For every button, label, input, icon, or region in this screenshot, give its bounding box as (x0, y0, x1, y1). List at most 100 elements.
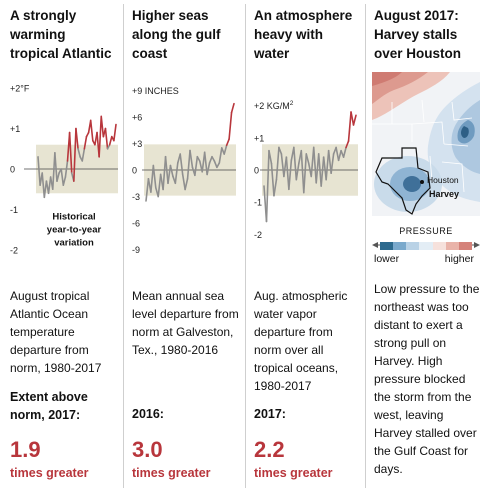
series-segment (108, 135, 113, 146)
legend-higher-label: higher (444, 253, 474, 265)
series-segment (37, 156, 41, 186)
y-tick-label: +2 KG/M2 (254, 100, 294, 111)
extent-label: Extent above norm, 2017: (10, 390, 88, 422)
series-segment (228, 111, 233, 140)
arrow-right-icon (474, 242, 480, 248)
big-value: 3.0 (132, 437, 163, 462)
legend-lower-label: lower (374, 253, 400, 265)
chart-water-vapor: +2 KG/M2 +1 0 -1 -2 (254, 100, 358, 240)
series-segment (167, 164, 172, 185)
series-segment (280, 153, 285, 178)
harvey-label: Harvey (429, 189, 459, 199)
y-tick-label: -6 (132, 219, 140, 229)
chart-description: August tropical Atlantic Ocean temperatu… (10, 289, 102, 375)
y-tick-superscript: 2 (290, 100, 294, 107)
band-label: Historical (52, 211, 95, 222)
series-segment (345, 140, 350, 149)
series-segment (305, 153, 310, 165)
big-value: 2.2 (254, 437, 285, 462)
chart-atlantic-temperature: +2°F +1 0 -1 -2 Historical year-to-year variati… (10, 84, 118, 255)
series-segment (350, 111, 355, 126)
series-segment (288, 159, 293, 191)
series-segment (268, 149, 273, 165)
panel-water-vapor: An atmosphere heavy with water +2 KG/M2 +… (252, 0, 360, 492)
y-tick-label: -2 (10, 245, 18, 255)
legend-title: PRESSURE (399, 226, 453, 236)
series-segment (273, 178, 278, 197)
y-tick-label: 0 (254, 166, 259, 176)
series-segment (295, 162, 300, 181)
series-segment (100, 115, 105, 138)
state-borders (372, 99, 473, 193)
series-segment (68, 131, 73, 174)
series-segment (186, 149, 191, 180)
pressure-map: Houston Harvey (372, 72, 480, 216)
band-label: variation (54, 237, 94, 248)
series-segment (43, 180, 48, 199)
series-segment (169, 164, 174, 177)
pressure-legend-scale (380, 242, 472, 250)
band-label: year-to-year (47, 224, 102, 235)
panel-sea-level: Higher seas along the gulf coast +9 INCH… (130, 0, 240, 492)
series-segment (293, 146, 298, 181)
series-segment (60, 168, 65, 186)
series-segment (179, 153, 184, 176)
series-segment (300, 149, 305, 194)
times-greater-label: times greater (132, 466, 211, 480)
series-segment (184, 178, 189, 191)
series-segment (213, 160, 218, 169)
series-segment (347, 111, 352, 142)
series-segment (41, 172, 46, 199)
series-segment (152, 164, 157, 189)
chart-sea-level: +9 INCHES +6 +3 0 -3 -6 -9 (132, 86, 236, 255)
y-tick-label: 0 (132, 166, 137, 176)
panel-title: Higher seas along the gulf coast (132, 8, 221, 61)
arrow-left-icon (372, 242, 378, 248)
legend-swatch (432, 242, 446, 250)
series-segment (181, 173, 186, 191)
series-segment (157, 173, 162, 198)
series-segment (312, 146, 318, 184)
legend-swatch (380, 242, 394, 250)
y-tick-label: +1 (10, 124, 20, 134)
y-tick-label: -2 (254, 230, 262, 240)
series-segment (320, 156, 325, 187)
y-tick-label: -3 (132, 192, 140, 202)
series-segment (302, 153, 308, 194)
y-tick-label: +2°F (10, 84, 30, 94)
series-segment (216, 162, 221, 169)
column-divider (123, 4, 124, 488)
harvey-low-core (403, 176, 421, 192)
panel-title: An atmosphere heavy with water (254, 8, 353, 61)
series-segment (150, 164, 155, 193)
series-segment (325, 149, 330, 181)
series-segment (352, 114, 357, 126)
texas-outline (375, 147, 431, 215)
series-segment (211, 155, 216, 162)
series-segment (275, 146, 280, 181)
series-segment (56, 172, 60, 182)
series-segment (317, 153, 322, 187)
y-tick-label: +1 (254, 133, 264, 143)
series-segment (75, 127, 79, 150)
y-tick-label: 0 (10, 165, 15, 175)
houston-marker (420, 180, 424, 184)
series-segment (164, 155, 169, 185)
series-segment (208, 155, 213, 164)
series-segment (342, 146, 347, 158)
series-segment (54, 152, 58, 182)
column-divider (245, 4, 246, 488)
series-segment (83, 135, 88, 150)
series-segment (62, 176, 67, 186)
low-pressure-core (461, 126, 469, 138)
series-segment (196, 155, 201, 162)
series-segment (335, 146, 340, 162)
panel-title: A strongly warming tropical Atlantic (10, 8, 112, 61)
series-segment (113, 123, 117, 142)
legend-swatch (406, 242, 420, 250)
y-tick-label: -1 (254, 198, 262, 208)
series-segment (174, 162, 179, 185)
panel-atlantic: A strongly warming tropical Atlantic +2°… (8, 0, 118, 492)
legend-swatch (458, 242, 472, 250)
chart-description: Aug. atmospheric water vapor departure f… (254, 289, 348, 393)
